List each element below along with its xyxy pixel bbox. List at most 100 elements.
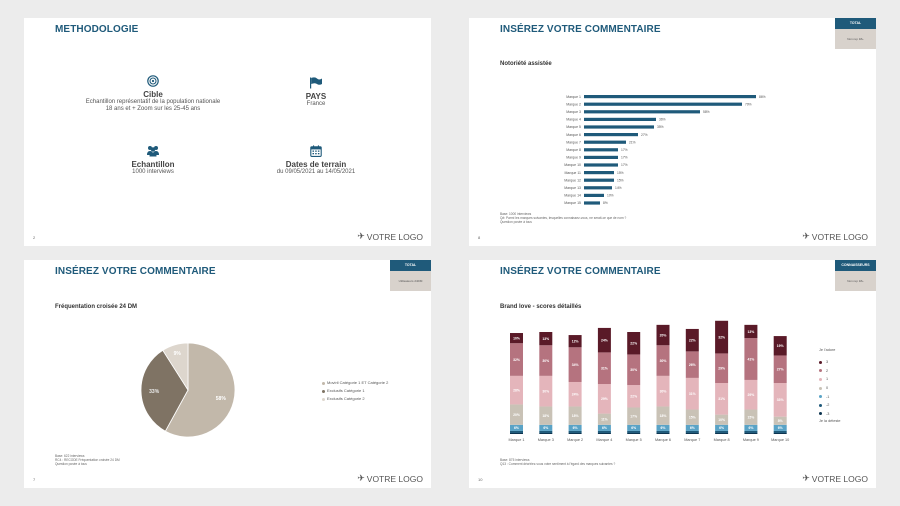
bar bbox=[584, 186, 612, 190]
bar-category-label: Marque 9 bbox=[566, 156, 581, 160]
slide-brand-love[interactable]: INSÉREZ VOTRE COMMENTAIRE CONNAISSEURS N… bbox=[469, 260, 876, 488]
stacked-bar-segment bbox=[597, 432, 611, 434]
note-line: Q13 : Comment décririez-vous votre senti… bbox=[500, 462, 616, 466]
brand-love-legend: Je l'adore 3 2 1 0 -1 -2 -3 Je la déteste bbox=[819, 348, 841, 423]
legend-label: -2 bbox=[826, 403, 830, 408]
stacked-bar-segment bbox=[627, 430, 641, 433]
page-number: 2 bbox=[33, 235, 36, 240]
logo-text: VOTRE LOGO bbox=[366, 231, 423, 242]
bar-category-label: Marque 1 bbox=[566, 95, 581, 99]
tag-bottom: Non rep 18+ bbox=[835, 271, 876, 291]
stacked-bar-segment bbox=[773, 355, 787, 383]
tag-top: TOTAL bbox=[390, 260, 431, 271]
plane-icon: ✈ bbox=[802, 473, 810, 483]
stacked-bar-segment bbox=[568, 406, 582, 425]
stacked-bar-segment bbox=[627, 385, 641, 408]
slide-methodologie[interactable]: METHODOLOGIE Cible Echantillon représent… bbox=[24, 18, 431, 246]
bar-category-label: Marque 10 bbox=[564, 163, 581, 167]
stacked-bar-segment bbox=[568, 347, 582, 382]
bar-category-label: Marque 12 bbox=[564, 178, 581, 182]
legend-item: Exclusifs Catégorie 1 bbox=[322, 387, 388, 395]
legend-label: 3 bbox=[826, 360, 829, 365]
stacked-bar-segment bbox=[685, 430, 699, 433]
legend-label: -3 bbox=[826, 411, 830, 416]
stacked-bar-value-label: 10% bbox=[513, 336, 520, 340]
slide-notoriete[interactable]: INSÉREZ VOTRE COMMENTAIRE TOTAL Non rep … bbox=[469, 18, 876, 246]
legend-label: 1 bbox=[826, 377, 829, 382]
bar-category-label: Marque 6 bbox=[566, 133, 581, 137]
note-line: Q#: Parmi les marques suivantes, lesquel… bbox=[500, 216, 627, 220]
stacked-bar-segment bbox=[510, 343, 523, 376]
stacked-bar-segment bbox=[715, 353, 729, 383]
bar-value-label: 14% bbox=[615, 186, 622, 190]
legend-rows: 3 2 1 0 -1 -2 -3 bbox=[819, 358, 841, 418]
stacked-bar-segment bbox=[539, 375, 553, 407]
stacked-bar-segment bbox=[510, 375, 523, 405]
stacked-bar-value-label: 22% bbox=[630, 395, 637, 399]
bar-value-label: 10% bbox=[607, 194, 614, 198]
stacked-bar-value-label: 12% bbox=[572, 339, 579, 343]
bar bbox=[584, 102, 742, 106]
stacked-bar-segment bbox=[715, 320, 729, 354]
x-category-label: Marque 9 bbox=[743, 438, 759, 442]
stacked-bar-segment bbox=[744, 324, 758, 339]
legend-top-label: Je l'adore bbox=[819, 348, 836, 352]
bar bbox=[584, 133, 638, 137]
frequentation-pie-chart: 58% 33% 9% bbox=[140, 342, 236, 438]
legend-dot bbox=[322, 389, 325, 393]
stacked-bar-value-label: 6% bbox=[543, 426, 548, 430]
target-tag: TOTAL Utilisateurs 24DM bbox=[390, 260, 431, 291]
logo: ✈ VOTRE LOGO bbox=[357, 473, 423, 484]
pays-heading: PAYS bbox=[305, 92, 327, 101]
slide-title: INSÉREZ VOTRE COMMENTAIRE bbox=[500, 266, 661, 277]
bar-category-label: Marque 7 bbox=[566, 140, 581, 144]
note-line: Question posée à tous bbox=[500, 220, 532, 224]
dates-block: Dates de terrain du 09/05/2021 au 14/05/… bbox=[246, 144, 386, 176]
note-line: RC4 : RECODE Fréquentation croisée 24 DM bbox=[55, 458, 120, 462]
plane-icon: ✈ bbox=[802, 231, 810, 241]
legend-item: Moviril Catégorie 1 ET Catégorie 2 bbox=[322, 379, 388, 387]
legend-dot bbox=[819, 395, 822, 399]
stacked-bar-segment bbox=[539, 332, 553, 346]
stacked-bar-segment bbox=[773, 424, 787, 431]
stacked-bar-value-label: 32% bbox=[513, 358, 520, 362]
stacked-bar-segment bbox=[627, 424, 641, 431]
pie-slice bbox=[140, 349, 189, 432]
bar bbox=[584, 178, 614, 182]
stacked-bar-value-label: 18% bbox=[572, 414, 579, 418]
legend-bottom-label: Je la déteste bbox=[819, 419, 841, 424]
pie-slice bbox=[164, 342, 236, 438]
stacked-bar-value-label: 31% bbox=[718, 397, 725, 401]
stacked-bar-segment bbox=[597, 413, 611, 425]
stacked-bar-value-label: 29% bbox=[748, 393, 755, 397]
echantillon-block: Echantillon 1000 interviews bbox=[83, 144, 223, 176]
legend-dot bbox=[819, 386, 822, 390]
bar-category-label: Marque 8 bbox=[566, 148, 581, 152]
stacked-bar-segment bbox=[510, 333, 523, 344]
tag-top: CONNAISSEURS bbox=[835, 260, 876, 271]
slide-title: METHODOLOGIE bbox=[55, 24, 139, 35]
stacked-bar-segment bbox=[539, 424, 553, 431]
stacked-bar-segment bbox=[627, 332, 641, 355]
stacked-bar-segment bbox=[510, 404, 523, 425]
legend-label: 2 bbox=[826, 368, 829, 373]
legend-label: 0 bbox=[826, 386, 829, 391]
stacked-bar-segment bbox=[744, 379, 758, 410]
stacked-bar-segment bbox=[656, 424, 670, 431]
stacked-bar-segment bbox=[773, 416, 787, 425]
stacked-bar-value-label: 22% bbox=[630, 342, 637, 346]
bar bbox=[584, 117, 656, 121]
legend-dot bbox=[322, 381, 325, 385]
stacked-bar-segment bbox=[656, 430, 670, 433]
stacked-bar-value-label: 15% bbox=[748, 415, 755, 419]
legend-dot bbox=[819, 412, 822, 416]
legend-item: -1 bbox=[819, 392, 841, 401]
stacked-bar-value-label: 30% bbox=[542, 359, 549, 363]
slide-frequentation[interactable]: INSÉREZ VOTRE COMMENTAIRE TOTAL Utilisat… bbox=[24, 260, 431, 488]
people-icon bbox=[83, 144, 223, 158]
bar-value-label: 15% bbox=[617, 178, 624, 182]
stacked-bar-value-label: 11% bbox=[601, 418, 608, 422]
stacked-bar-segment bbox=[597, 384, 611, 414]
legend-label: Exclusifs Catégorie 1 bbox=[327, 388, 365, 393]
stacked-bar-segment bbox=[539, 406, 553, 425]
